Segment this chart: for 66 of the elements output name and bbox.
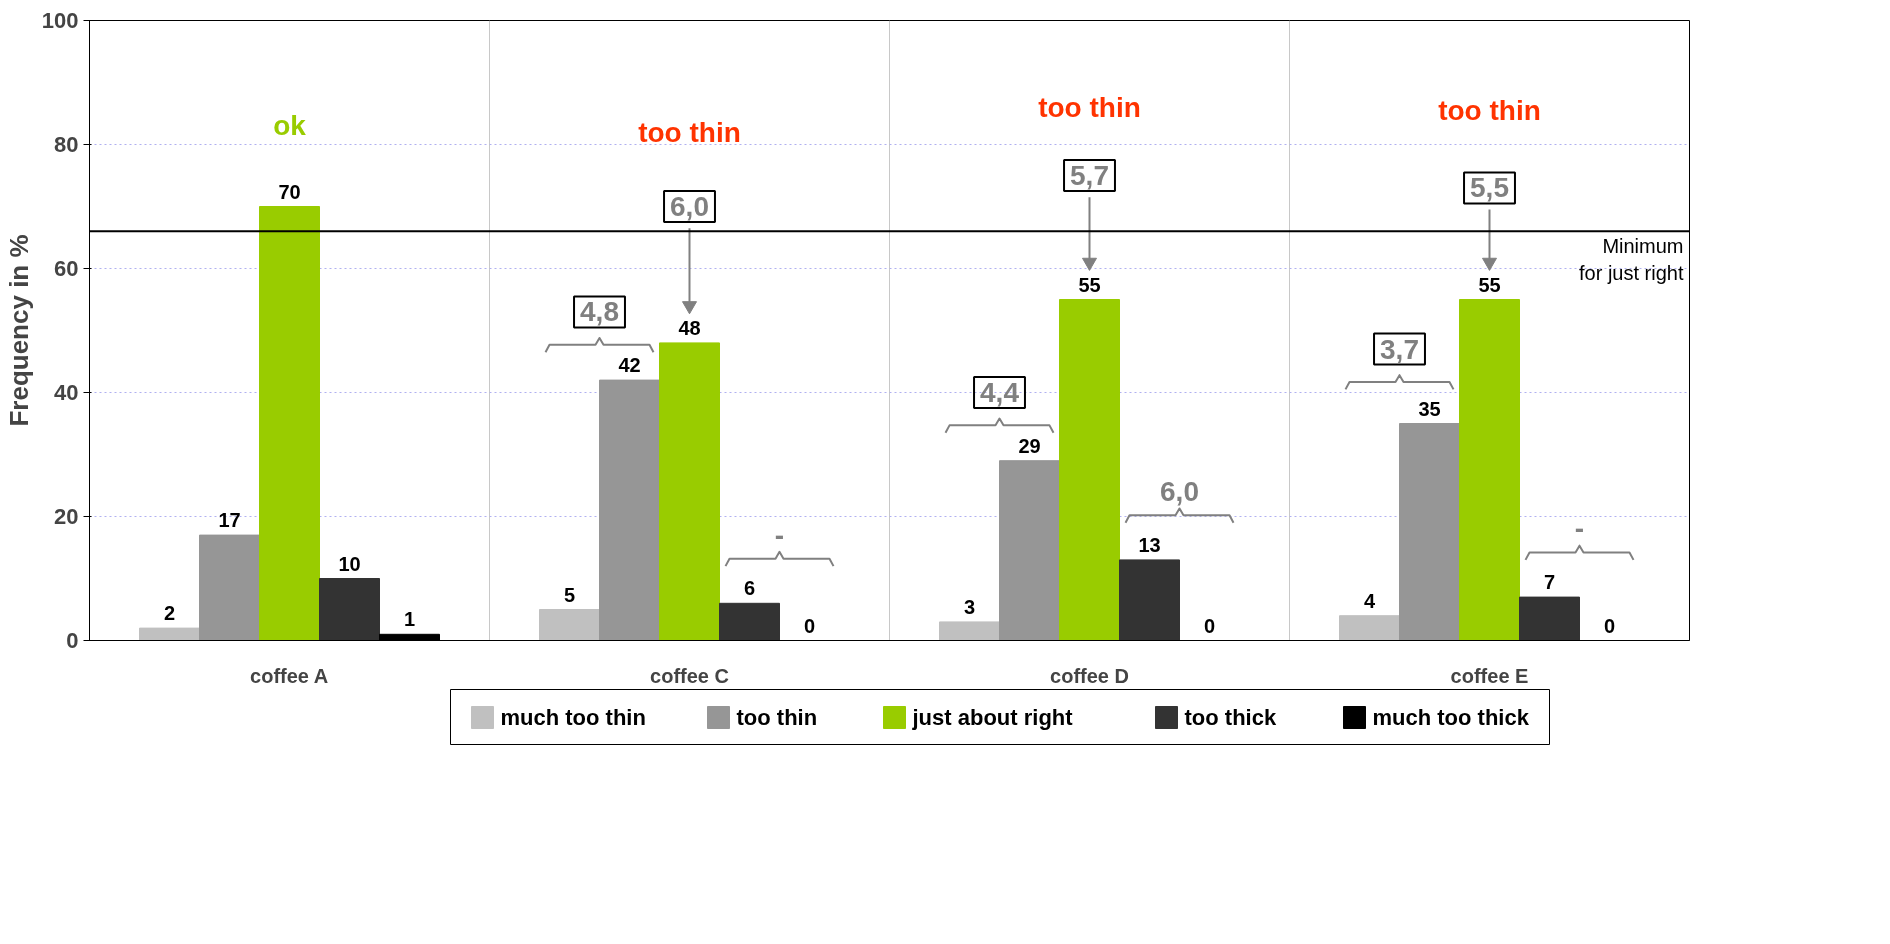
bar [539, 609, 600, 641]
data-label: 0 [1203, 614, 1216, 637]
annotation: 3,7 [1380, 333, 1419, 365]
data-label: 0 [803, 614, 816, 637]
data-label: 2 [163, 602, 176, 625]
y-tick-label: 80 [54, 132, 79, 157]
data-label: 55 [1478, 273, 1501, 296]
data-label: 0 [1603, 614, 1616, 637]
data-label: 35 [1418, 397, 1441, 420]
y-tick-label: 0 [66, 628, 79, 653]
data-label: 29 [1018, 434, 1041, 457]
data-label: 55 [1078, 273, 1101, 296]
annotation: 4,8 [580, 296, 619, 328]
bar [259, 206, 320, 641]
data-label: 17 [218, 509, 241, 532]
bar [199, 534, 260, 641]
data-label: 4 [1363, 589, 1376, 612]
x-tick-label: coffee E [1450, 664, 1529, 687]
annotation: ok [273, 110, 307, 142]
bar [999, 460, 1060, 641]
y-tick-label: 100 [41, 8, 79, 33]
y-tick-label: 20 [54, 504, 79, 529]
bar [319, 578, 380, 641]
bar [1519, 596, 1580, 641]
data-label: 70 [278, 180, 301, 203]
data-label: 6 [743, 577, 756, 600]
annotation: 6,0 [1160, 476, 1199, 508]
x-tick-label: coffee D [1050, 664, 1129, 687]
legend-label: much too thin [500, 705, 646, 730]
data-label: 48 [678, 316, 701, 339]
bar [719, 602, 780, 641]
bar [1059, 299, 1120, 641]
data-label: 7 [1543, 571, 1556, 594]
annotation: - [1574, 513, 1585, 545]
bar [1399, 423, 1460, 641]
legend-label: just about right [911, 705, 1074, 730]
annotation: 5,7 [1070, 160, 1109, 191]
bar [1119, 559, 1180, 641]
annotation: too thin [1438, 94, 1541, 126]
bar [1459, 299, 1520, 641]
x-tick-label: coffee A [250, 664, 329, 687]
data-label: 1 [403, 608, 416, 631]
annotation: 6,0 [670, 191, 709, 222]
bar [139, 627, 200, 641]
bar [939, 621, 1000, 641]
data-label: 13 [1138, 533, 1161, 556]
annotation: 4,4 [980, 377, 1020, 408]
y-axis-title: Frequency in % [3, 234, 34, 427]
data-label: 10 [338, 552, 361, 575]
bar [659, 342, 720, 641]
y-tick-label: 60 [54, 256, 79, 281]
data-label: 42 [618, 354, 641, 377]
legend-label: too thin [736, 705, 818, 730]
bar [599, 379, 660, 641]
legend-label: much too thick [1372, 705, 1530, 730]
annotation: - [774, 519, 785, 551]
annotation: 5,5 [1470, 172, 1509, 204]
data-label: 3 [963, 595, 976, 618]
y-tick-label: 40 [54, 380, 79, 405]
legend-label: too thick [1184, 705, 1277, 730]
ref-line-label: Minimum for just right [1579, 235, 1684, 284]
data-label: 5 [563, 583, 576, 606]
annotation: too thin [1038, 91, 1141, 123]
annotation: too thin [638, 116, 741, 148]
x-tick-label: coffee C [650, 664, 729, 687]
bar [1339, 615, 1400, 641]
